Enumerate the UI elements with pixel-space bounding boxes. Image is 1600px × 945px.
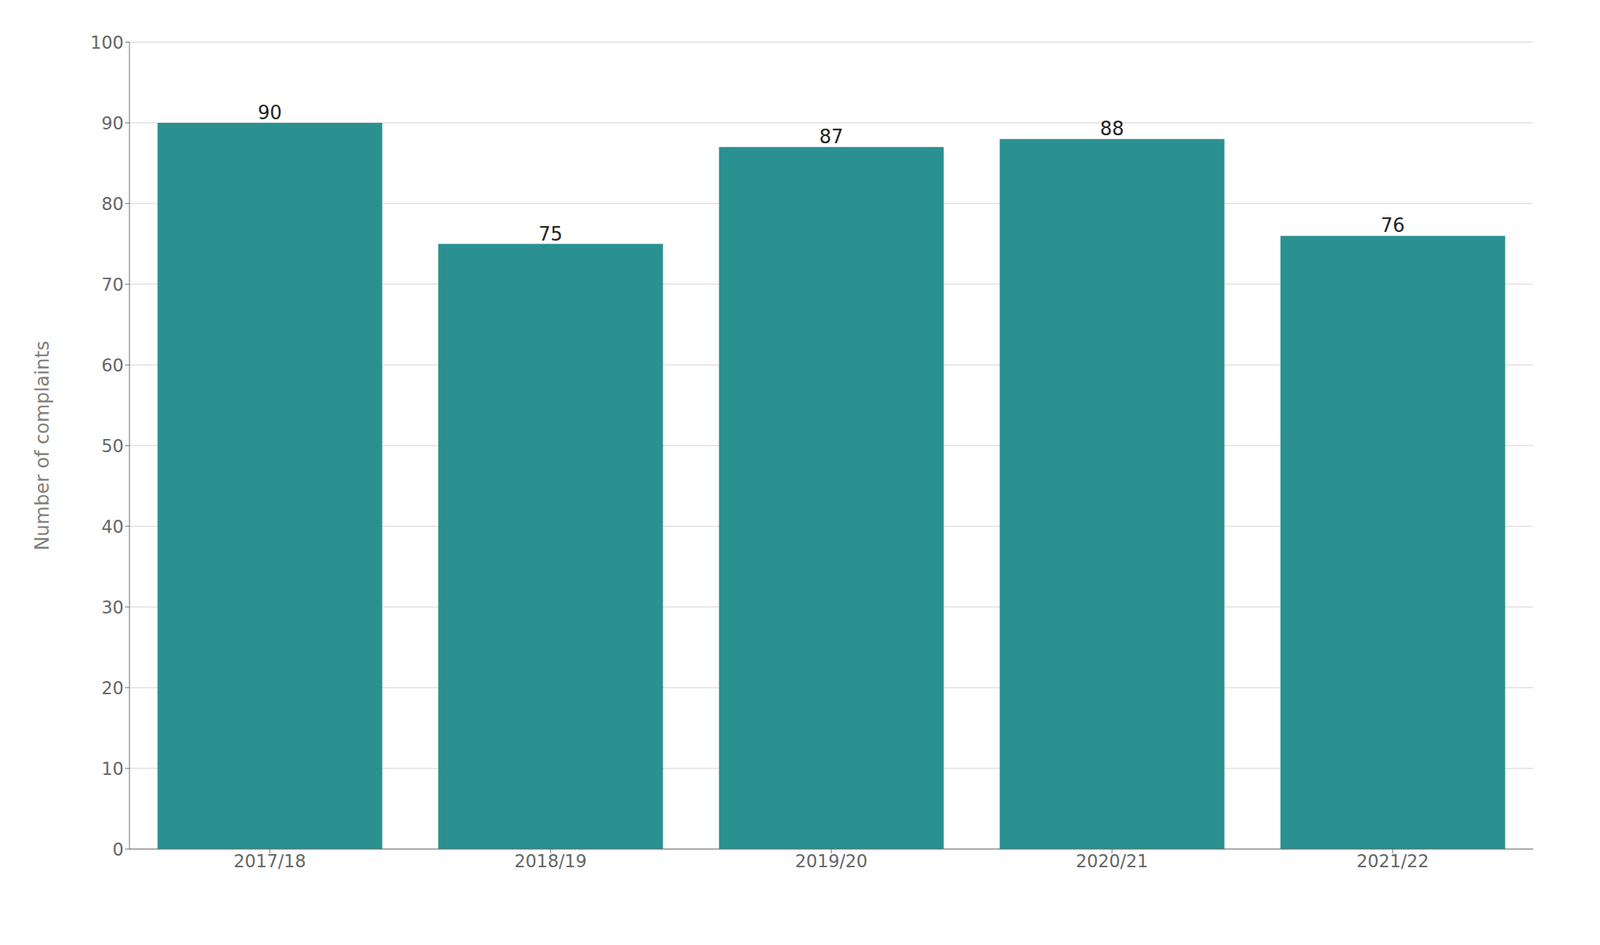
svg-text:50: 50 xyxy=(101,436,124,457)
svg-text:30: 30 xyxy=(101,597,124,619)
svg-text:2017/18: 2017/18 xyxy=(233,851,307,872)
svg-text:Number of complaints: Number of complaints xyxy=(31,341,54,552)
svg-text:2018/19: 2018/19 xyxy=(514,851,587,872)
svg-text:90: 90 xyxy=(258,101,283,124)
svg-text:75: 75 xyxy=(538,223,563,246)
svg-text:40: 40 xyxy=(101,517,124,538)
svg-text:88: 88 xyxy=(1100,117,1125,140)
svg-text:2019/20: 2019/20 xyxy=(794,851,868,872)
svg-text:87: 87 xyxy=(819,125,844,148)
svg-text:90: 90 xyxy=(101,113,124,134)
svg-text:2021/22: 2021/22 xyxy=(1356,851,1430,872)
svg-text:76: 76 xyxy=(1381,214,1406,237)
svg-text:10: 10 xyxy=(101,759,124,780)
svg-text:60: 60 xyxy=(101,355,124,376)
svg-text:80: 80 xyxy=(101,194,124,215)
svg-text:20: 20 xyxy=(101,678,124,699)
svg-text:70: 70 xyxy=(101,274,124,296)
svg-text:100: 100 xyxy=(90,32,124,54)
svg-text:2020/21: 2020/21 xyxy=(1075,851,1149,872)
svg-text:0: 0 xyxy=(112,840,124,861)
